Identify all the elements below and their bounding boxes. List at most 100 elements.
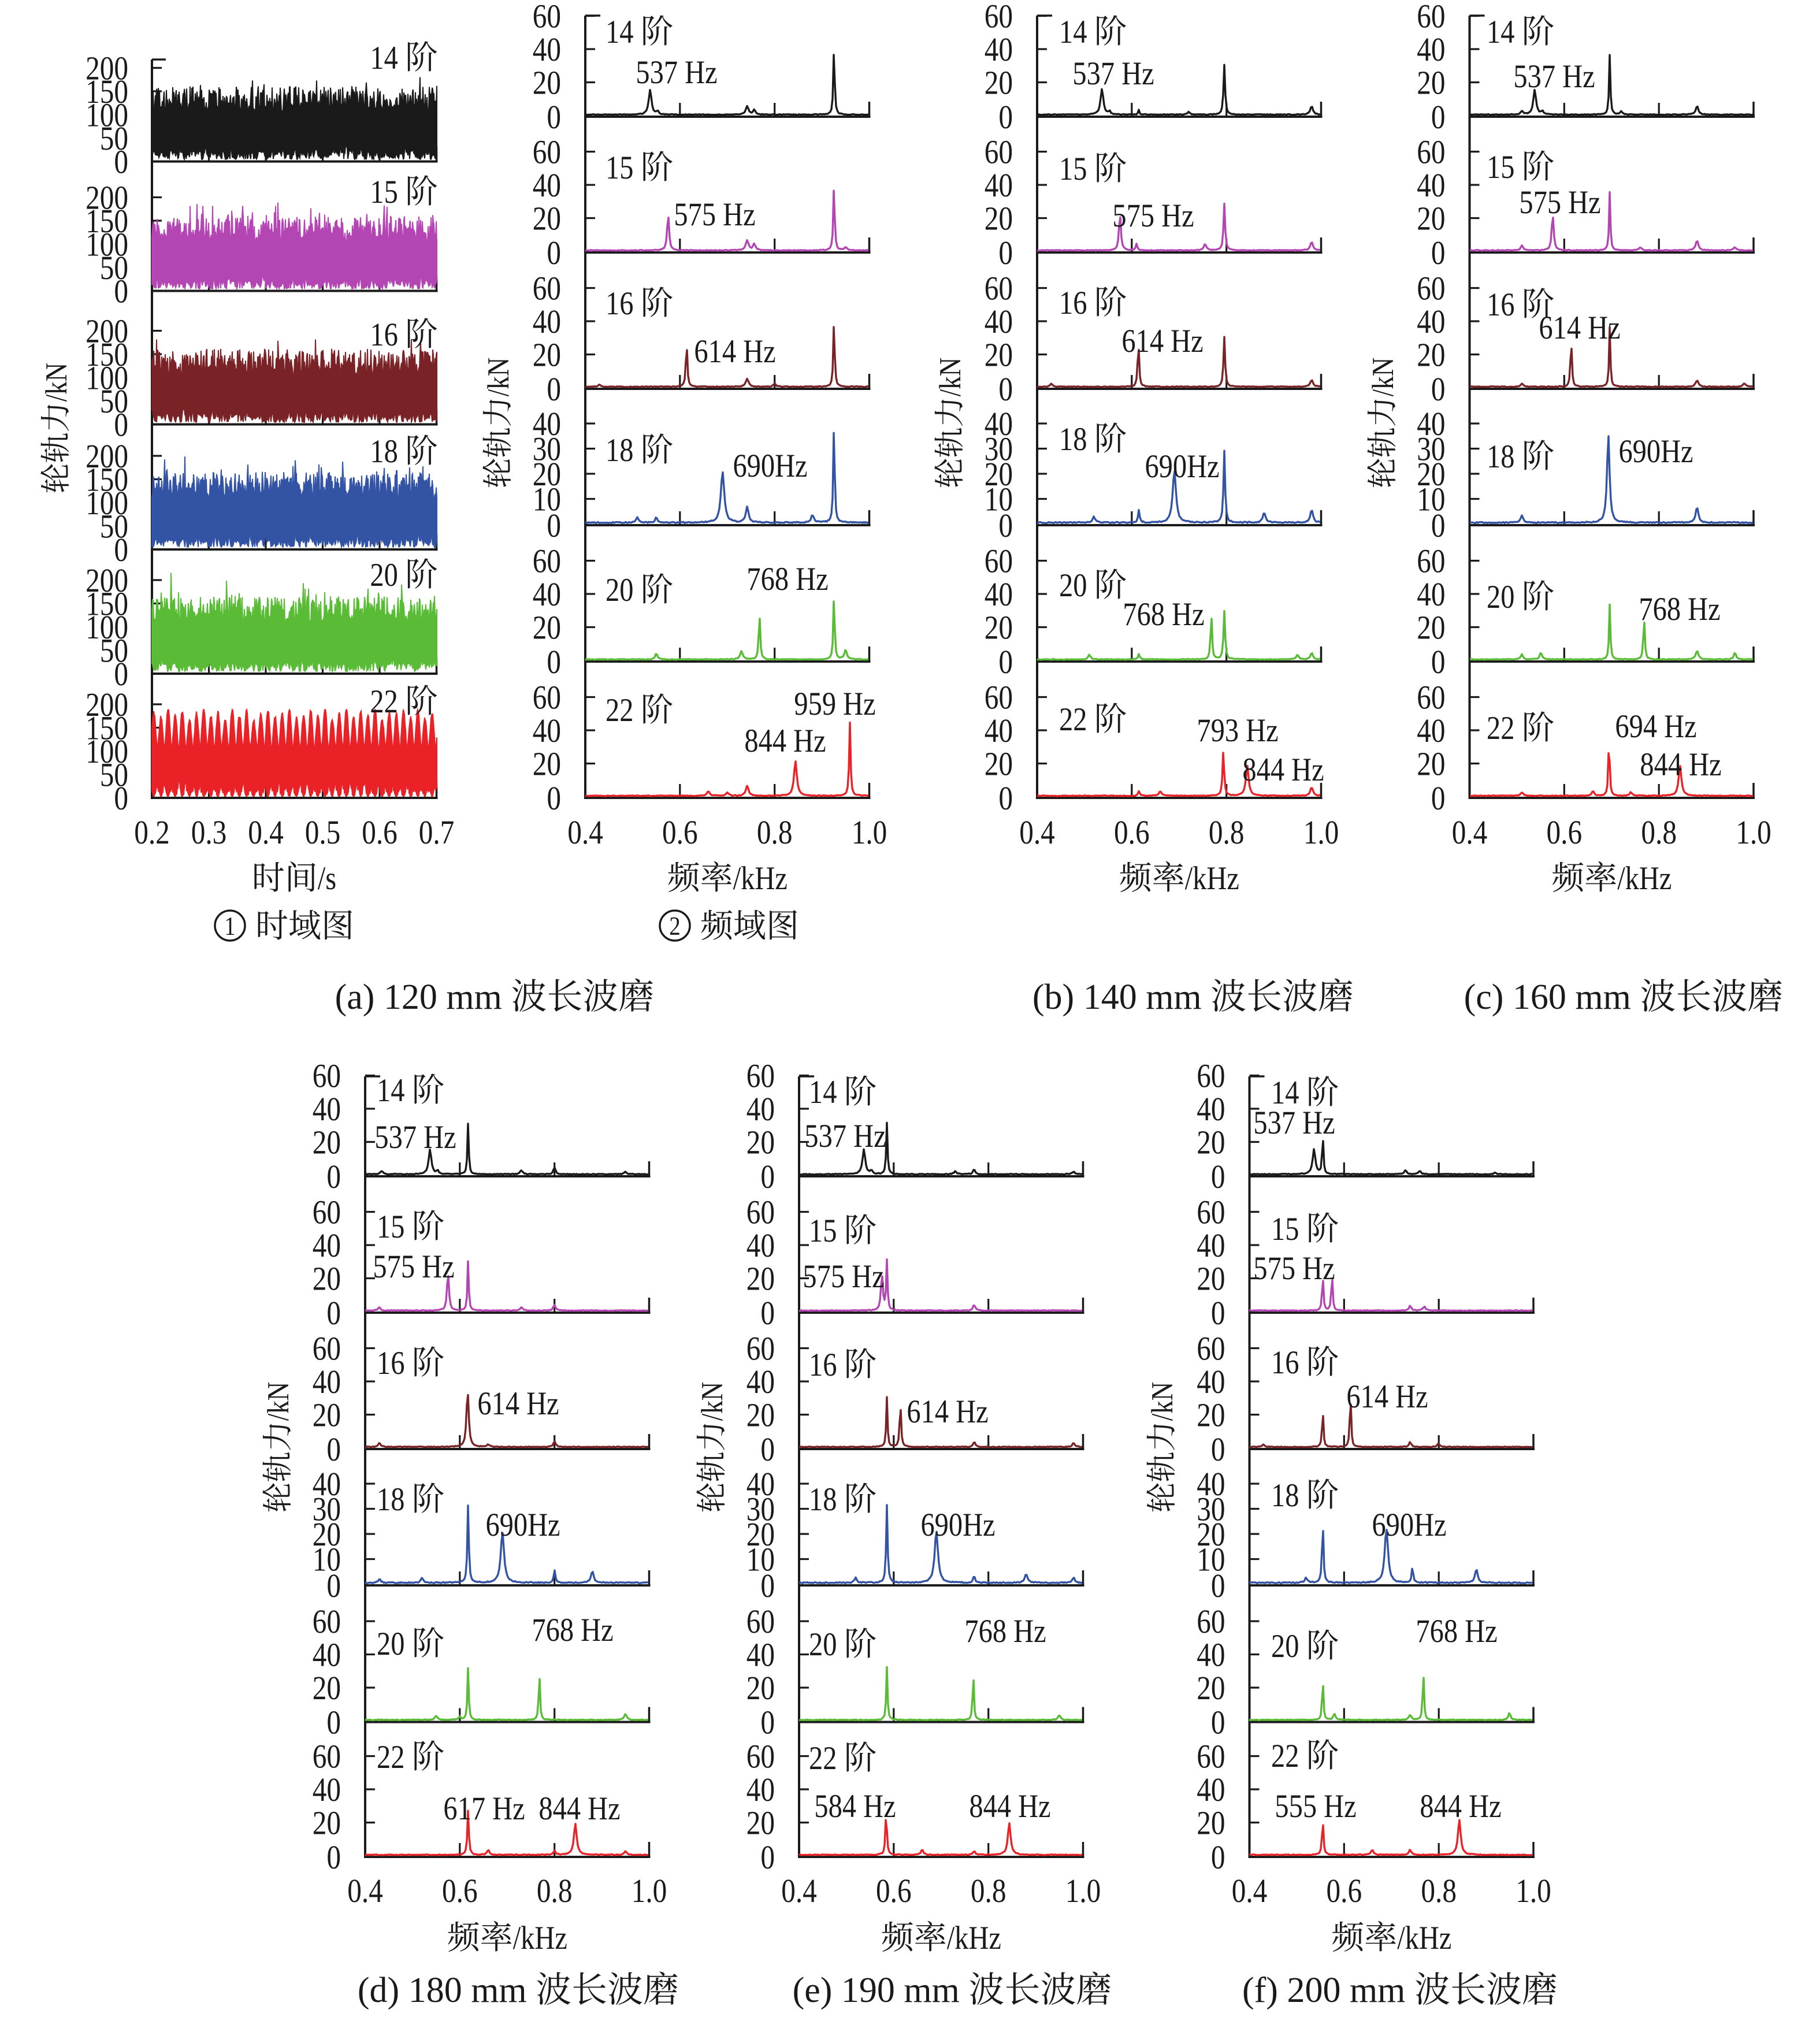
svg-text:20: 20: [313, 1515, 341, 1553]
svg-text:20: 20: [1417, 336, 1445, 374]
svg-text:1.0: 1.0: [852, 813, 887, 851]
svg-text:20: 20: [1417, 200, 1445, 237]
svg-text:30: 30: [1197, 1491, 1225, 1528]
svg-text:20: 20: [1197, 1260, 1225, 1298]
svg-text:200: 200: [86, 313, 128, 350]
svg-text:0.8: 0.8: [1421, 1872, 1457, 1909]
svg-text:/kHz: /kHz: [1185, 860, 1239, 896]
svg-text:20: 20: [1197, 1124, 1225, 1161]
svg-text:690Hz: 690Hz: [485, 1507, 560, 1543]
svg-text:614 Hz: 614 Hz: [907, 1394, 988, 1429]
svg-text:0: 0: [1431, 370, 1446, 408]
svg-text:60: 60: [985, 679, 1013, 716]
svg-text:60: 60: [1197, 1603, 1225, 1640]
svg-text:690Hz: 690Hz: [1145, 448, 1219, 484]
svg-text:30: 30: [985, 430, 1013, 468]
svg-text:/kN: /kN: [695, 1382, 729, 1421]
svg-text:0: 0: [760, 1431, 775, 1468]
svg-text:0.6: 0.6: [1114, 813, 1150, 851]
svg-text:0: 0: [326, 1431, 341, 1468]
svg-text:100: 100: [86, 484, 128, 522]
svg-text:0: 0: [547, 779, 561, 817]
svg-text:40: 40: [985, 575, 1013, 613]
svg-text:768 Hz: 768 Hz: [964, 1613, 1046, 1649]
svg-text:0: 0: [998, 234, 1013, 272]
svg-text:/kN: /kN: [1366, 358, 1400, 397]
svg-text:768 Hz: 768 Hz: [746, 561, 828, 597]
svg-text:/kHz: /kHz: [1617, 860, 1672, 896]
svg-text:/kHz: /kHz: [513, 1920, 567, 1956]
svg-text:200: 200: [86, 437, 128, 475]
svg-text:60: 60: [1417, 543, 1445, 580]
svg-text:0.8: 0.8: [1641, 813, 1677, 851]
svg-text:614 Hz: 614 Hz: [1539, 310, 1620, 345]
svg-text:20: 20: [533, 609, 561, 647]
svg-text:15: 15: [1271, 1211, 1299, 1247]
svg-text:/kHz: /kHz: [947, 1920, 1001, 1956]
svg-text:/kHz: /kHz: [733, 860, 788, 896]
svg-text:690Hz: 690Hz: [1618, 433, 1693, 469]
svg-text:20: 20: [985, 455, 1013, 493]
svg-text:100: 100: [86, 608, 128, 646]
svg-text:768 Hz: 768 Hz: [1123, 596, 1204, 632]
svg-text:0.6: 0.6: [442, 1872, 478, 1909]
svg-text:20: 20: [533, 455, 561, 493]
svg-text:40: 40: [1197, 1090, 1225, 1128]
svg-text:844 Hz: 844 Hz: [969, 1788, 1050, 1824]
svg-text:60: 60: [313, 1057, 341, 1095]
svg-text:18: 18: [370, 433, 398, 469]
svg-text:100: 100: [86, 226, 128, 263]
svg-text:617 Hz: 617 Hz: [443, 1790, 525, 1826]
svg-text:20: 20: [985, 64, 1013, 102]
svg-text:844 Hz: 844 Hz: [1640, 746, 1721, 782]
svg-text:40: 40: [533, 405, 561, 443]
svg-text:575 Hz: 575 Hz: [373, 1249, 454, 1284]
svg-text:14: 14: [370, 40, 398, 76]
svg-text:20: 20: [985, 336, 1013, 374]
svg-text:0: 0: [326, 1294, 341, 1332]
svg-text:16: 16: [809, 1347, 837, 1383]
svg-text:20: 20: [313, 1804, 341, 1842]
svg-text:20: 20: [985, 745, 1013, 783]
svg-text:40: 40: [1417, 712, 1445, 749]
svg-text:20: 20: [1271, 1628, 1299, 1664]
svg-text:60: 60: [746, 1738, 775, 1775]
svg-text:40: 40: [1417, 31, 1445, 68]
svg-text:793 Hz: 793 Hz: [1197, 712, 1278, 748]
svg-text:20: 20: [533, 336, 561, 374]
svg-text:40: 40: [313, 1771, 341, 1808]
svg-text:0: 0: [998, 779, 1013, 817]
svg-text:16: 16: [1271, 1344, 1299, 1380]
svg-text:10: 10: [533, 481, 561, 518]
svg-text:18: 18: [606, 432, 633, 468]
svg-text:/kN: /kN: [261, 1382, 295, 1421]
svg-text:40: 40: [1417, 166, 1445, 204]
svg-text:14: 14: [377, 1072, 404, 1108]
svg-text:60: 60: [313, 1738, 341, 1775]
svg-text:40: 40: [313, 1363, 341, 1400]
svg-text:40: 40: [985, 166, 1013, 204]
svg-text:50: 50: [100, 382, 128, 420]
svg-text:0.8: 0.8: [537, 1872, 573, 1909]
svg-text:22: 22: [1487, 710, 1514, 746]
svg-text:20: 20: [746, 1396, 775, 1434]
svg-text:0: 0: [547, 507, 561, 544]
svg-text:22: 22: [606, 692, 633, 728]
svg-text:200: 200: [86, 562, 128, 599]
svg-text:/kN: /kN: [933, 358, 967, 397]
svg-text:20: 20: [533, 64, 561, 102]
svg-text:844 Hz: 844 Hz: [744, 723, 826, 759]
svg-text:0.8: 0.8: [757, 813, 793, 851]
svg-text:40: 40: [746, 1636, 775, 1674]
svg-text:22: 22: [370, 683, 398, 719]
svg-text:60: 60: [746, 1194, 775, 1231]
svg-text:100: 100: [86, 359, 128, 397]
svg-text:0: 0: [1431, 643, 1446, 681]
svg-text:/kN: /kN: [39, 363, 73, 402]
svg-text:40: 40: [533, 303, 561, 340]
svg-text:1.0: 1.0: [1516, 1872, 1551, 1909]
svg-text:150: 150: [86, 585, 128, 623]
svg-text:100: 100: [86, 733, 128, 770]
svg-text:0.6: 0.6: [1546, 813, 1582, 851]
svg-text:18: 18: [377, 1481, 404, 1517]
